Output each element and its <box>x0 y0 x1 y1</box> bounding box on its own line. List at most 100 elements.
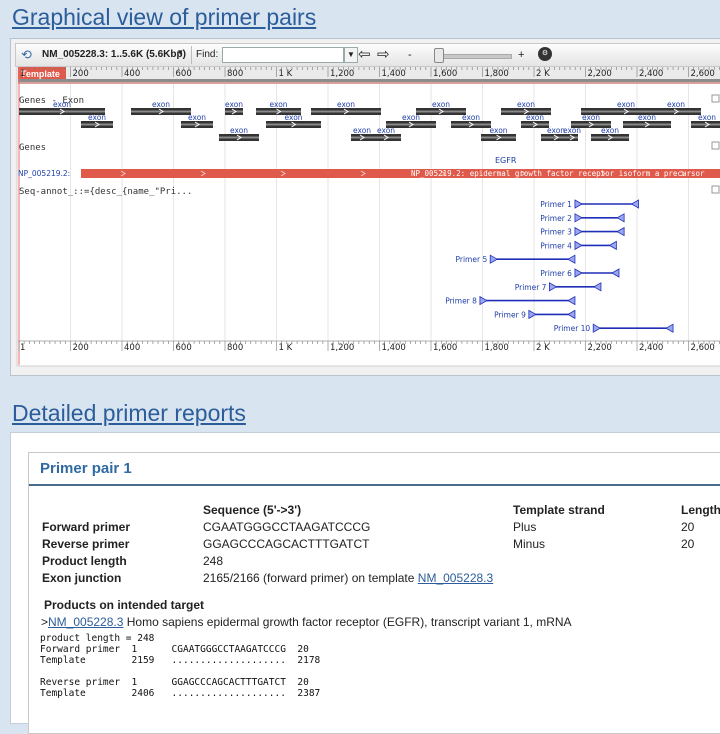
exon-feature[interactable] <box>521 121 549 128</box>
protein-short-label: NP_005219.2: <box>18 169 70 178</box>
forward-primer-length: 20 <box>681 520 695 534</box>
exon-feature[interactable] <box>623 121 671 128</box>
ruler-tick-label: 200 <box>73 343 89 353</box>
primer-report-panel: Primer pair 1 Sequence (5'->3') Template… <box>10 432 720 734</box>
primer-feature[interactable]: Primer 7 <box>515 282 602 292</box>
primer-label: Primer 5 <box>456 255 488 264</box>
protein-feature-bar[interactable] <box>81 169 720 178</box>
exon-label: exon <box>53 100 71 109</box>
exon-feature[interactable] <box>416 108 466 115</box>
primer-feature[interactable]: Primer 2 <box>540 213 625 223</box>
exon-feature[interactable] <box>451 121 491 128</box>
product-length-label: Product length <box>42 554 127 568</box>
exon-feature[interactable] <box>19 108 105 115</box>
ruler-tick-label: 2,600 <box>691 343 715 353</box>
primer-features: Primer 1 Primer 2 Primer 3 Primer 4 Primer 5… <box>445 199 674 333</box>
exon-feature[interactable] <box>371 134 401 141</box>
exon-feature[interactable] <box>225 108 243 115</box>
forward-primer-strand: Plus <box>513 520 537 534</box>
exon-junction-value: 2165/2166 (forward primer) on template N… <box>203 571 493 585</box>
exon-label: exon <box>402 113 420 122</box>
genes-exon-track-toggle[interactable] <box>711 94 720 103</box>
exon-feature[interactable] <box>81 121 113 128</box>
primer-feature[interactable]: Primer 6 <box>540 268 620 278</box>
exon-feature[interactable] <box>501 108 551 115</box>
ruler-tick-label: 1,200 <box>330 343 354 353</box>
zoom-out-button[interactable]: - <box>408 49 412 61</box>
reverse-primer-strand: Minus <box>513 537 546 551</box>
reverse-primer-length: 20 <box>681 537 695 551</box>
sequence-range-label[interactable]: NM_005228.3: 1..5.6K (5.6Kbp) <box>42 49 186 60</box>
primer-feature[interactable]: Primer 10 <box>554 323 674 333</box>
ruler-tick-label: 800 <box>227 343 243 353</box>
primer-feature[interactable]: Primer 9 <box>494 309 576 319</box>
exon-feature[interactable] <box>591 134 629 141</box>
reverse-primer-label: Reverse primer <box>42 537 130 551</box>
primer-feature[interactable]: Primer 4 <box>540 240 617 250</box>
ruler-tick-label: 1,600 <box>433 69 457 79</box>
find-input[interactable] <box>222 47 344 63</box>
exon-feature[interactable] <box>256 108 301 115</box>
ruler-tick-label: 1 <box>20 343 25 353</box>
reload-icon[interactable]: ⟲ <box>21 47 32 62</box>
genes-track-toggle[interactable] <box>711 141 720 150</box>
exon-label: exon <box>563 126 581 135</box>
ruler-tick-label: 1 <box>20 69 25 79</box>
target-link[interactable]: NM_005228.3 <box>48 615 124 629</box>
primer-label: Primer 1 <box>540 200 572 209</box>
seq-annot-track-toggle[interactable] <box>711 185 720 194</box>
target-line: >NM_005228.3 Homo sapiens epidermal grow… <box>41 615 572 629</box>
ruler-bottom: 200 400 600 800 1 K 1,200 1,400 1,600 1,800 2 K 2,… <box>18 341 720 353</box>
graphical-view-heading[interactable]: Graphical view of primer pairs <box>12 4 317 30</box>
exon-feature[interactable] <box>691 121 720 128</box>
ruler-tick-label: 1,600 <box>433 343 457 353</box>
template-track-bar <box>18 79 720 82</box>
primer-feature[interactable]: Primer 5 <box>456 254 576 264</box>
ruler-tick-label: 400 <box>124 69 140 79</box>
exon-feature[interactable] <box>219 134 259 141</box>
find-dropdown-icon[interactable]: ▼ <box>344 47 358 63</box>
exon-junction-link[interactable]: NM_005228.3 <box>417 571 494 585</box>
exon-label: exon <box>526 113 544 122</box>
primer-label: Primer 7 <box>515 283 547 292</box>
ruler-tick-label: 2 K <box>536 343 550 353</box>
chevron-down-icon[interactable]: ▾ <box>178 47 183 57</box>
zoom-slider-track[interactable] <box>436 54 512 59</box>
template-label: Template <box>21 69 60 79</box>
zoom-in-button[interactable]: + <box>518 49 525 61</box>
exon-feature[interactable] <box>481 134 516 141</box>
exon-feature[interactable] <box>181 121 213 128</box>
exon-feature[interactable] <box>311 108 381 115</box>
toolbar-divider <box>191 46 192 64</box>
zoom-slider-thumb[interactable] <box>434 48 444 63</box>
exon-feature[interactable] <box>566 134 578 141</box>
sequence-viewer-panel: Template 200 400 600 800 1 K 1,200 1,400 1,600 1… <box>10 38 720 376</box>
primer-feature[interactable]: Primer 3 <box>540 226 625 237</box>
exon-feature[interactable] <box>581 108 671 115</box>
gene-name-label[interactable]: EGFR <box>495 156 517 165</box>
exon-feature[interactable] <box>541 134 571 141</box>
tools-icon[interactable]: ⚙ <box>538 47 552 61</box>
sequence-graphic[interactable]: Template 200 400 600 800 1 K 1,200 1,400 1,600 1… <box>11 39 720 375</box>
strand-arrow-icon <box>120 170 126 177</box>
primer-feature[interactable]: Primer 1 <box>540 199 639 209</box>
strand-arrow-icon <box>440 170 446 177</box>
genes-exon-track-label: Genes - Exon <box>19 96 84 106</box>
exon-feature[interactable] <box>386 121 436 128</box>
primer-label: Primer 9 <box>494 310 526 319</box>
exon-feature[interactable] <box>571 121 611 128</box>
strand-arrow-icon <box>360 170 366 177</box>
exon-feature[interactable] <box>131 108 191 115</box>
exon-feature[interactable] <box>266 121 321 128</box>
exon-label: exon <box>377 126 395 135</box>
forward-arrow-icon[interactable]: ⇨ <box>377 46 390 63</box>
primer-alignment: product length = 248 Forward primer 1 CG… <box>40 633 321 699</box>
primer-feature[interactable]: Primer 8 <box>445 295 576 306</box>
exon-feature[interactable] <box>351 134 373 141</box>
primer-pair-divider <box>29 484 720 486</box>
exon-feature[interactable] <box>651 108 701 115</box>
ruler-tick-label: 2,200 <box>588 69 612 79</box>
detailed-reports-heading[interactable]: Detailed primer reports <box>12 400 246 426</box>
strand-arrow-icon <box>680 170 686 177</box>
back-arrow-icon[interactable]: ⇦ <box>358 46 371 63</box>
